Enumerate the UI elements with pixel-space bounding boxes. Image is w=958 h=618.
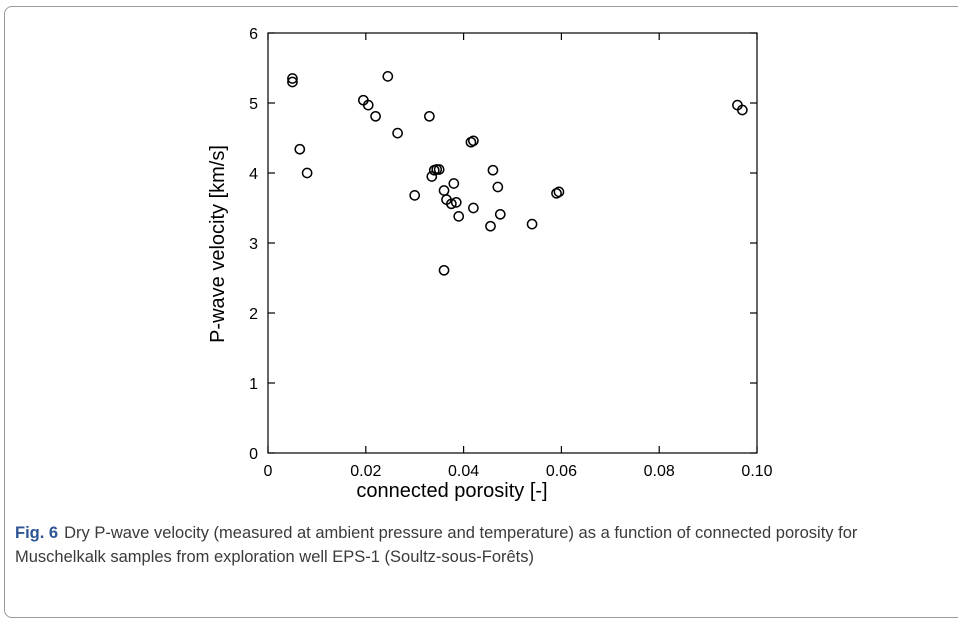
y-tick-label: 4 <box>249 166 258 183</box>
x-tick-label: 0 <box>264 463 273 480</box>
data-points <box>287 71 748 276</box>
data-point <box>736 104 748 116</box>
axis-ticks: 0 0.02 0.04 0.06 0.08 0.10 0 1 2 3 4 5 6 <box>249 26 773 480</box>
plot-axes <box>267 32 758 454</box>
x-tick-label: 0.02 <box>350 463 381 480</box>
data-point <box>438 185 450 196</box>
figure-caption: Fig. 6 Dry P-wave velocity (measured at a… <box>15 521 935 569</box>
data-point <box>370 110 381 122</box>
y-tick-label: 5 <box>249 96 258 113</box>
data-point <box>438 264 450 276</box>
y-axis-label: P-wave velocity [km/s] <box>207 145 229 343</box>
data-point <box>287 76 298 88</box>
x-tick-label: 0.06 <box>546 463 577 480</box>
x-axis-label: connected porosity [-] <box>356 480 547 502</box>
data-point <box>409 190 421 201</box>
data-point <box>526 218 538 230</box>
data-point <box>301 167 313 179</box>
data-point <box>494 208 506 220</box>
data-point <box>465 136 477 148</box>
figure-label: Fig. 6 <box>15 524 59 542</box>
data-point <box>382 71 394 82</box>
data-point <box>468 135 479 147</box>
y-tick-label: 1 <box>249 376 258 393</box>
data-point <box>362 99 374 111</box>
data-point <box>487 164 499 176</box>
data-point <box>453 211 465 222</box>
data-point <box>294 143 306 155</box>
y-tick-label: 2 <box>249 306 258 323</box>
caption-text: Dry P-wave velocity (measured at ambient… <box>15 524 858 566</box>
x-tick-label: 0.10 <box>741 463 772 480</box>
data-point <box>485 220 496 232</box>
data-point <box>468 202 479 214</box>
data-point <box>551 187 562 199</box>
data-point <box>450 197 462 208</box>
y-tick-label: 3 <box>249 236 258 253</box>
x-tick-label: 0.04 <box>448 463 479 480</box>
data-point <box>426 171 438 182</box>
data-point <box>433 164 445 175</box>
data-point <box>392 127 403 139</box>
y-tick-label: 0 <box>249 446 258 463</box>
data-point <box>492 181 504 193</box>
data-point <box>448 178 460 189</box>
y-tick-label: 6 <box>249 26 258 43</box>
x-tick-label: 0.08 <box>644 463 675 480</box>
plot-area-border <box>267 32 758 454</box>
data-point <box>424 110 435 122</box>
data-point <box>553 186 565 198</box>
scatter-chart: 0 0.02 0.04 0.06 0.08 0.10 0 1 2 3 4 5 6 connected p… <box>207 26 773 502</box>
data-point <box>287 73 298 84</box>
data-point <box>446 198 457 210</box>
